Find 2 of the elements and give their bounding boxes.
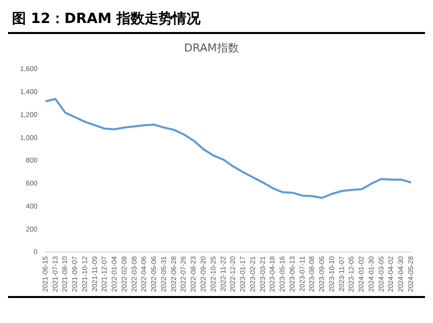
chart-subtitle: DRAM指数 (184, 41, 239, 54)
chart-title: 图 12：DRAM 指数走势情况 (11, 10, 202, 29)
